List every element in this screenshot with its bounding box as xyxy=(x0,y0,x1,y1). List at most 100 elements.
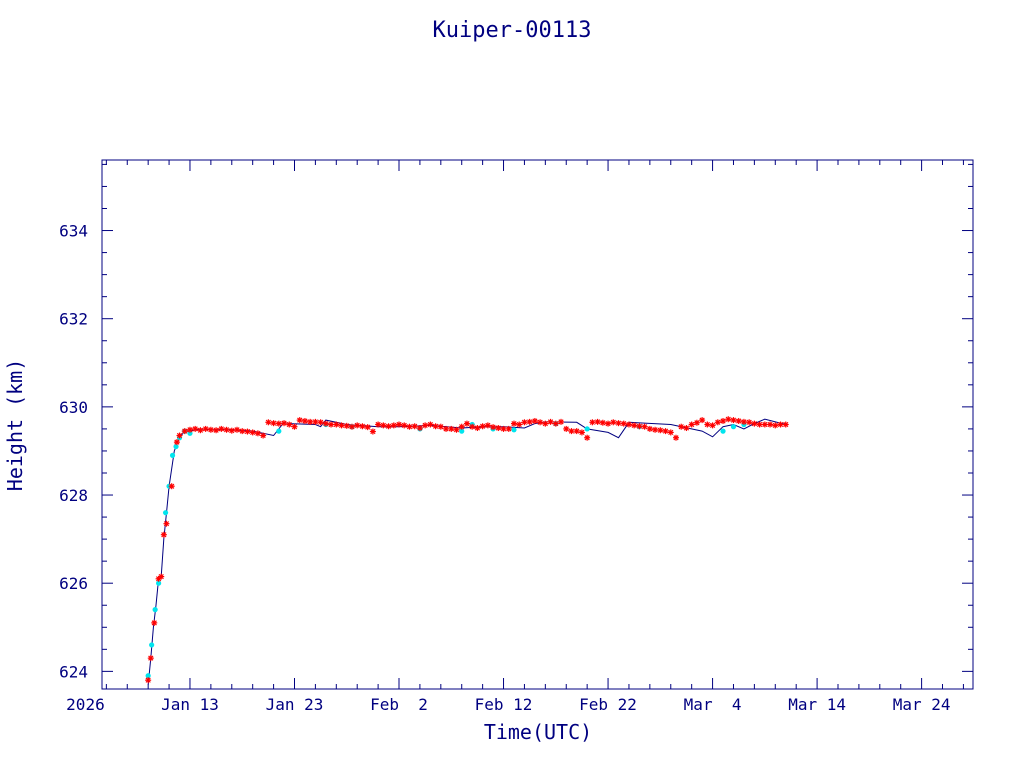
red-point xyxy=(558,418,565,425)
red-point xyxy=(301,417,308,424)
red-point xyxy=(521,419,528,426)
red-point xyxy=(260,432,267,439)
red-point xyxy=(432,423,439,430)
red-point xyxy=(213,427,220,434)
cyan-point xyxy=(584,426,590,432)
red-point xyxy=(526,418,533,425)
x-axis-tick-labels: 2026 Jan 13 Jan 23 Feb 2 Feb 12 Feb 22 Mar 4 Ma… xyxy=(66,695,950,714)
cyan-point xyxy=(162,510,169,516)
red-point xyxy=(453,426,460,433)
red-point xyxy=(474,425,481,432)
red-point xyxy=(500,425,507,432)
red-point xyxy=(693,419,700,426)
red-point xyxy=(317,419,324,426)
red-point xyxy=(756,421,763,428)
red-point xyxy=(584,434,591,441)
cyan-point xyxy=(145,673,151,679)
red-point xyxy=(631,422,638,429)
red-point xyxy=(281,420,288,427)
red-point xyxy=(709,422,716,429)
red-point xyxy=(720,417,727,424)
red-point xyxy=(234,426,241,433)
red-point xyxy=(369,428,376,435)
red-point xyxy=(469,423,476,430)
red-point xyxy=(767,421,774,428)
red-point xyxy=(202,425,209,432)
red-point xyxy=(458,423,465,430)
red-point xyxy=(427,421,434,428)
red-point xyxy=(151,619,158,626)
red-point xyxy=(547,418,554,425)
red-point xyxy=(479,423,486,430)
red-point xyxy=(615,420,622,427)
red-point xyxy=(338,422,345,429)
x-tick-label: Feb 12 xyxy=(475,695,533,714)
red-point xyxy=(265,419,272,426)
y-axis-label: Height (km) xyxy=(3,359,27,491)
red-point xyxy=(761,421,768,428)
red-point xyxy=(495,425,502,432)
cyan-point xyxy=(720,428,726,434)
red-point xyxy=(542,420,549,427)
red-point xyxy=(160,531,167,538)
red-point xyxy=(552,420,559,427)
cyan-point xyxy=(730,424,737,430)
red-point xyxy=(291,423,298,430)
red-point xyxy=(354,422,361,429)
red-point xyxy=(735,417,742,424)
red-point xyxy=(578,429,585,436)
x-axis-label: Time(UTC) xyxy=(484,720,592,744)
red-point xyxy=(145,677,152,684)
red-point xyxy=(490,424,497,431)
y-tick-label: 624 xyxy=(59,662,88,681)
red-point xyxy=(348,423,355,430)
red-point xyxy=(239,428,246,435)
red-point xyxy=(328,421,335,428)
red-point xyxy=(568,428,575,435)
cyan-point xyxy=(169,452,176,458)
red-point xyxy=(610,419,617,426)
red-point xyxy=(746,419,753,426)
red-point xyxy=(343,422,350,429)
red-point xyxy=(688,421,695,428)
red-point xyxy=(307,418,314,425)
red-point xyxy=(275,420,282,427)
x-tick-label: Mar 24 xyxy=(893,695,951,714)
red-point xyxy=(704,421,711,428)
red-point xyxy=(782,421,789,428)
red-point xyxy=(505,425,512,432)
red-point xyxy=(312,418,319,425)
red-point xyxy=(168,483,175,490)
x-axis-ticks xyxy=(105,160,964,689)
red-point xyxy=(443,425,450,432)
red-point xyxy=(380,422,387,429)
red-point xyxy=(186,426,193,433)
chart-title: Kuiper-00113 xyxy=(433,18,592,43)
red-point xyxy=(589,419,596,426)
red-point xyxy=(646,425,653,432)
red-point xyxy=(333,421,340,428)
x-tick-label: Feb 22 xyxy=(579,695,637,714)
cyan-series xyxy=(145,421,747,679)
red-point xyxy=(683,425,690,432)
cyan-point xyxy=(156,580,162,586)
plot-frame xyxy=(101,159,974,690)
red-point xyxy=(192,425,199,432)
red-point xyxy=(322,420,329,427)
cyan-point xyxy=(276,428,282,434)
red-point xyxy=(662,428,669,435)
red-point xyxy=(228,427,235,434)
red-point xyxy=(254,430,261,437)
red-point xyxy=(699,417,706,424)
red-point xyxy=(672,434,679,441)
cyan-point xyxy=(173,443,179,450)
red-point xyxy=(678,423,685,430)
red-point xyxy=(510,420,517,427)
red-point xyxy=(636,423,643,430)
red-point xyxy=(176,432,183,439)
red-point xyxy=(244,428,251,435)
red-point xyxy=(218,425,225,432)
red-point xyxy=(740,418,747,425)
red-point xyxy=(667,429,674,436)
x-tick-label: Jan 13 xyxy=(161,695,219,714)
